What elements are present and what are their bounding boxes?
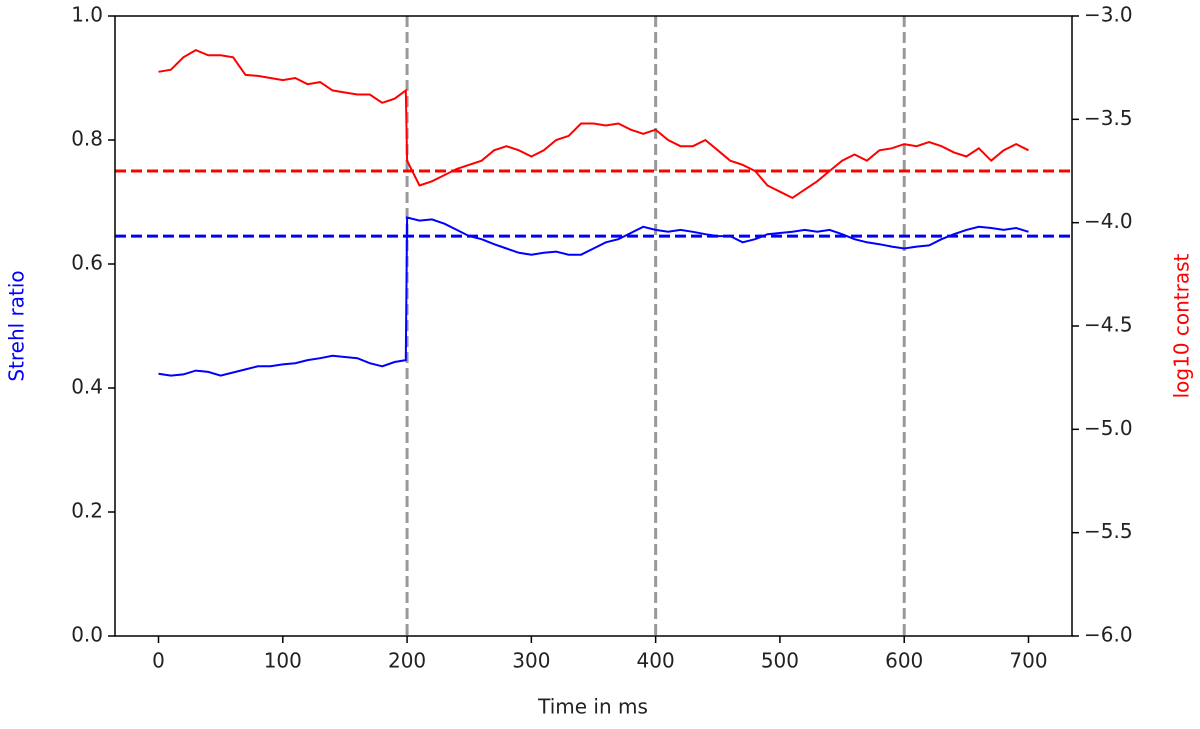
y2-tick-label: −3.0 xyxy=(1084,3,1133,27)
y2-tick-label: −5.5 xyxy=(1084,519,1133,543)
x-tick-label: 200 xyxy=(388,649,426,673)
x-tick-label: 400 xyxy=(637,649,675,673)
y-tick-label: 0.6 xyxy=(71,251,103,275)
x-axis-label: Time in ms xyxy=(537,695,648,719)
y-tick-label: 1.0 xyxy=(71,3,103,27)
y-tick-label: 0.8 xyxy=(71,127,103,151)
x-tick-label: 600 xyxy=(885,649,923,673)
data-line xyxy=(158,48,1029,200)
x-tick-label: 500 xyxy=(761,649,799,673)
x-tick-label: 300 xyxy=(512,649,550,673)
y-axis-label: Strehl ratio xyxy=(5,270,29,381)
data-line xyxy=(158,216,1029,377)
x-tick-label: 0 xyxy=(152,649,165,673)
y2-axis-label: log10 contrast xyxy=(1170,253,1194,398)
plot-frame xyxy=(114,15,1073,637)
y-tick-label: 0.0 xyxy=(71,623,103,647)
y2-tick-label: −6.0 xyxy=(1084,623,1133,647)
y2-tick-label: −4.5 xyxy=(1084,313,1133,337)
y-tick-label: 0.2 xyxy=(71,499,103,523)
y-tick-label: 0.4 xyxy=(71,375,103,399)
x-tick-label: 100 xyxy=(264,649,302,673)
x-tick-label: 700 xyxy=(1009,649,1047,673)
y2-tick-label: −4.0 xyxy=(1084,209,1133,233)
y2-tick-label: −5.0 xyxy=(1084,416,1133,440)
y2-tick-label: −3.5 xyxy=(1084,106,1133,130)
